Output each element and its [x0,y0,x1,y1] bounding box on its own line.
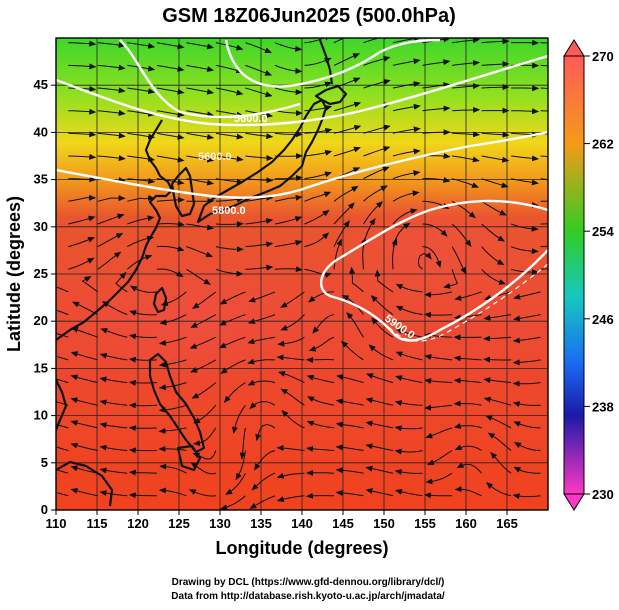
colorbar-tick-label: 254 [592,224,614,239]
y-axis-ticks: 0 5 10 15 20 25 30 35 40 45 [34,77,56,517]
x-axis-ticks: 110 115 120 125 130 135 140 145 150 155 160 165 [46,510,518,531]
y-tick-label: 35 [34,172,48,187]
colorbar-tick-label: 230 [592,487,614,502]
y-tick-label: 0 [41,502,48,517]
y-tick-label: 10 [34,408,48,423]
y-tick-label: 25 [34,266,48,281]
colorbar-max-arrow [564,40,584,56]
y-tick-label: 45 [34,77,48,92]
x-tick-label: 145 [332,516,354,531]
y-tick-label: 30 [34,219,48,234]
x-tick-label: 155 [414,516,436,531]
x-tick-label: 125 [168,516,190,531]
x-tick-label: 130 [209,516,231,531]
contour-label-5800: 5800.0 [212,205,246,217]
x-axis-label: Longitude (degrees) [215,538,388,558]
x-tick-label: 135 [250,516,272,531]
x-tick-label: 160 [455,516,477,531]
streamline [130,405,157,406]
colorbar-tick-label: 262 [592,137,614,152]
x-tick-label: 120 [127,516,149,531]
colorbar-tick-label: 238 [592,399,614,414]
y-tick-label: 40 [34,124,48,139]
colorbar-bar [564,56,584,494]
map-plot-area: 5600.0 5600.0 5800.0 5900.0 [42,32,568,510]
colorbar-min-arrow [564,494,584,510]
colorbar-ticks: 270 262 254 246 238 230 [584,49,614,502]
y-tick-label: 20 [34,313,48,328]
x-tick-label: 110 [46,516,67,531]
y-tick-label: 15 [34,360,48,375]
page-title: GSM 18Z06Jun2025 (500.0hPa) [162,5,455,27]
x-tick-label: 165 [496,516,518,531]
contour-label-5600: 5600.0 [234,113,268,125]
y-tick-label: 5 [41,455,48,470]
x-tick-label: 115 [87,516,108,531]
credit-data: Data from http://database.rish.kyoto-u.a… [171,591,445,602]
y-axis-label: Latitude (degrees) [4,196,24,352]
colorbar: 270 262 254 246 238 230 [564,40,614,510]
x-tick-label: 150 [373,516,395,531]
colorbar-tick-label: 270 [592,49,614,64]
contour-label-5600-west: 5600.0 [198,151,232,163]
colorbar-tick-label: 246 [592,312,614,327]
streamline [130,428,157,429]
x-tick-label: 140 [291,516,313,531]
credit-drawing: Drawing by DCL (https://www.gfd-dennou.o… [172,577,445,588]
